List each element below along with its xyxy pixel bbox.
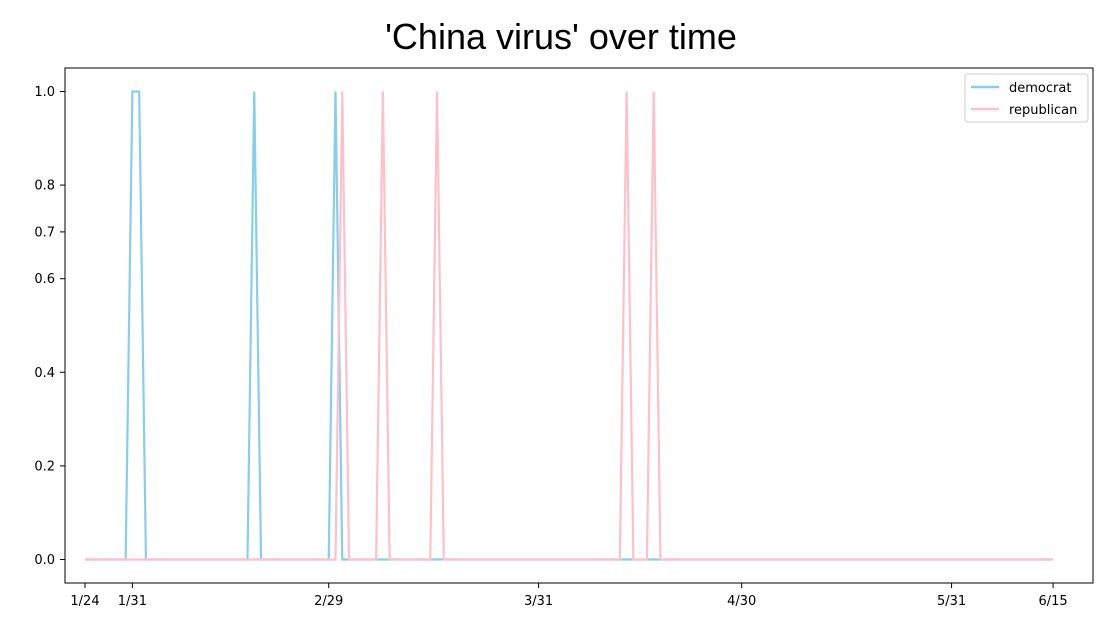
series-layer	[85, 90, 1054, 561]
x-tick-label: 4/30	[727, 594, 756, 609]
series-line-republican	[85, 91, 1054, 561]
plot-area	[64, 67, 1094, 584]
y-tick-label: 0.8	[34, 179, 55, 194]
series-line-democrat	[85, 90, 1054, 561]
x-tick-label: 1/31	[118, 594, 147, 609]
x-tick-label: 6/15	[1039, 594, 1068, 609]
legend-label-republican: republican	[1009, 103, 1077, 118]
y-tick-label: 0.2	[34, 459, 55, 474]
y-tick-label: 0.4	[34, 366, 55, 381]
y-tick-label: 0.6	[34, 272, 55, 287]
y-tick-label: 1.0	[34, 85, 55, 100]
x-tick-label: 3/31	[524, 594, 553, 609]
x-tick-label: 1/24	[70, 594, 99, 609]
x-tick-label: 5/31	[937, 594, 966, 609]
legend-label-democrat: democrat	[1009, 81, 1071, 96]
y-tick-label: 0.7	[34, 225, 55, 240]
chart-title: 'China virus' over time	[385, 16, 737, 57]
x-axis: 1/24 1/31 2/29 3/31 4/30 5/31 6/15	[70, 583, 1068, 609]
y-axis: 0.0 0.2 0.4 0.6 0.7 0.8 1.0	[34, 85, 65, 568]
legend: democrat republican	[964, 73, 1089, 123]
y-tick-label: 0.0	[34, 553, 55, 568]
x-tick-label: 2/29	[314, 594, 343, 609]
